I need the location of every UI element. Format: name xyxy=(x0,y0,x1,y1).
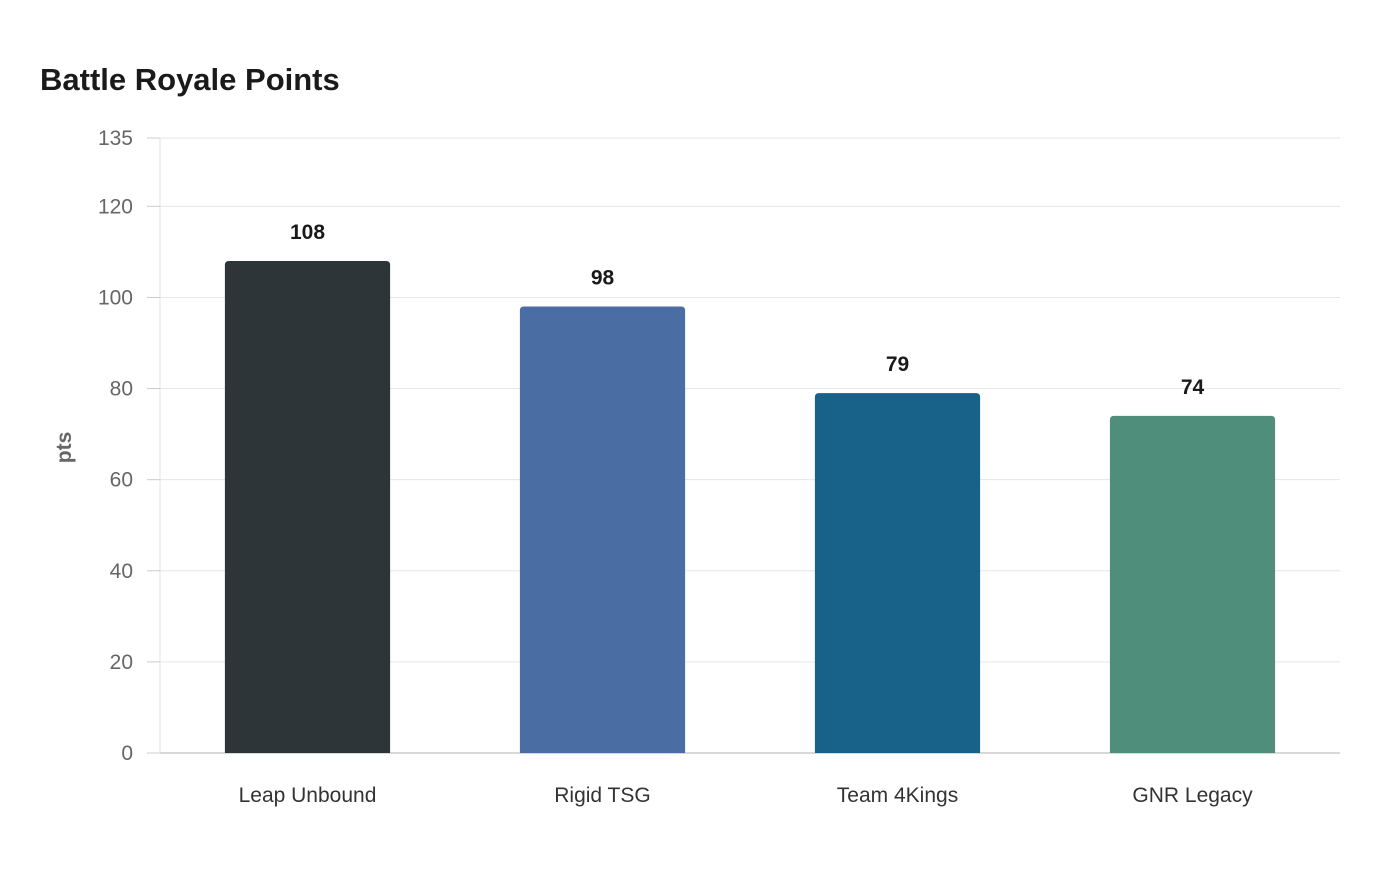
chart-title: Battle Royale Points xyxy=(40,62,340,97)
bar-leap-unbound xyxy=(224,261,391,753)
category-label: GNR Legacy xyxy=(1132,784,1253,807)
y-tick-label: 20 xyxy=(110,651,133,674)
y-tick-label: 40 xyxy=(110,560,133,583)
y-tick-label: 60 xyxy=(110,469,133,492)
value-labels: 108 98 79 74 xyxy=(290,221,1205,399)
bar-gnr-legacy xyxy=(1109,415,1276,753)
category-label: Team 4Kings xyxy=(837,784,958,807)
y-axis-title: pts xyxy=(53,432,76,464)
y-tick-label: 120 xyxy=(98,195,133,218)
bar-team-4kings xyxy=(814,393,981,753)
y-tick-label: 100 xyxy=(98,286,133,309)
y-tick-label: 135 xyxy=(98,127,133,150)
value-label: 79 xyxy=(886,353,909,376)
y-tick-label: 0 xyxy=(121,742,133,765)
category-label: Leap Unbound xyxy=(239,784,377,807)
bars xyxy=(224,261,1276,753)
y-tick-label: 80 xyxy=(110,378,133,401)
bar-rigid-tsg xyxy=(519,306,686,753)
y-tick-labels: 0 20 40 60 80 100 120 135 xyxy=(98,127,160,765)
category-label: Rigid TSG xyxy=(554,784,650,807)
value-label: 108 xyxy=(290,221,325,244)
value-label: 74 xyxy=(1181,376,1205,399)
category-labels: Leap Unbound Rigid TSG Team 4Kings GNR Lega… xyxy=(239,784,1254,807)
value-label: 98 xyxy=(591,267,615,290)
